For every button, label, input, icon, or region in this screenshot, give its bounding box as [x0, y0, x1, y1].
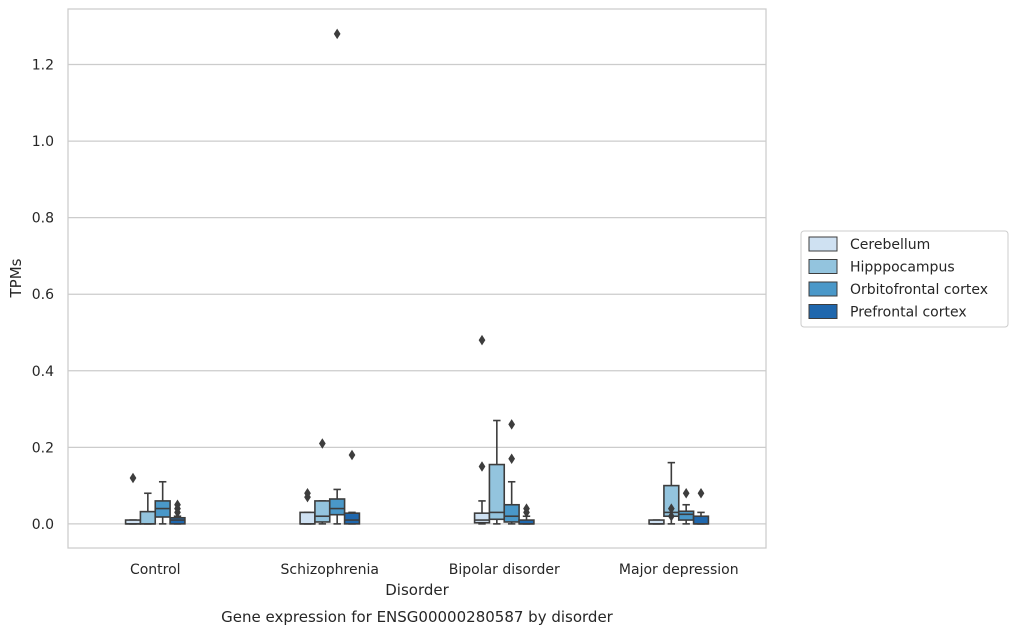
flier-point [682, 488, 690, 499]
legend-swatch [808, 236, 838, 252]
plot-background [68, 9, 766, 548]
y-tick-label: 0.2 [32, 440, 54, 456]
box-prefrontal-cortex [518, 503, 535, 525]
box-body [314, 500, 331, 523]
box-orbitofrontal-cortex [503, 419, 520, 525]
box-prefrontal-cortex [169, 499, 186, 525]
box-body [692, 515, 710, 525]
y-tick-label: 1.0 [32, 134, 54, 150]
box-layer [124, 28, 710, 525]
box-orbitofrontal-cortex [154, 480, 171, 525]
legend-swatch [808, 281, 838, 297]
y-tick-label: 0.4 [32, 364, 54, 380]
flier-point [333, 28, 341, 40]
plot-frame [67, 8, 767, 549]
flier-point [174, 499, 181, 510]
y-tick-label: 1.2 [32, 58, 54, 74]
box-cerebellum [648, 519, 665, 525]
box-body [343, 512, 361, 525]
box-hipppocampus [139, 492, 157, 525]
flier-point [348, 449, 356, 461]
box-prefrontal-cortex [343, 449, 361, 525]
grid-lines [68, 63, 766, 525]
legend-swatch [808, 259, 838, 274]
x-axis-title: Disorder [385, 581, 449, 599]
legend-label: Prefrontal cortex [850, 305, 967, 321]
box-body [488, 463, 506, 521]
box-body [473, 512, 491, 524]
y-tick-label: 0.6 [32, 287, 54, 303]
x-tick-label: Bipolar disorder [449, 562, 560, 578]
box-body [139, 510, 157, 525]
y-tick-labels: 0.0 0.2 0.4 0.6 0.8 1.0 1.2 [32, 58, 54, 533]
box-body [328, 498, 346, 516]
flier-point [523, 503, 530, 514]
box-hipppocampus [663, 461, 680, 525]
box-prefrontal-cortex [692, 488, 710, 525]
flier-point [667, 510, 675, 522]
flier-point [697, 488, 705, 499]
y-axis-title: TPMs [7, 258, 25, 298]
legend-label: Orbitofrontal cortex [850, 282, 988, 298]
box-hipppocampus [488, 419, 506, 525]
flier-point [667, 503, 675, 514]
legend-frame [800, 230, 1009, 328]
flier-point [129, 472, 137, 484]
flier-point [508, 453, 516, 465]
legend-label: Cerebellum [850, 237, 930, 253]
flier-point [304, 488, 311, 499]
chart-caption: Gene expression for ENSG00000280587 by d… [221, 608, 614, 626]
box-orbitofrontal-cortex [328, 28, 346, 525]
box-body [677, 510, 695, 521]
flier-point [318, 438, 326, 449]
x-tick-label: Major depression [619, 562, 739, 578]
box-hipppocampus [314, 438, 331, 525]
box-body [503, 503, 520, 523]
flier-point [508, 419, 516, 430]
legend: Cerebellum Hipppocampus Orbitofrontal cort… [800, 230, 1009, 328]
flier-point [478, 334, 486, 346]
x-tick-label: Control [130, 562, 181, 578]
flier-point [478, 461, 486, 472]
y-tick-label: 0.8 [32, 211, 54, 227]
y-tick-label: 0.0 [32, 517, 54, 533]
box-body [299, 511, 316, 525]
x-tick-label: Schizophrenia [281, 562, 379, 578]
legend-label: Hipppocampus [850, 260, 955, 276]
legend-swatch [808, 304, 838, 319]
box-orbitofrontal-cortex [677, 488, 695, 525]
x-tick-labels: Control Schizophrenia Bipolar disorder Majo… [130, 562, 739, 578]
